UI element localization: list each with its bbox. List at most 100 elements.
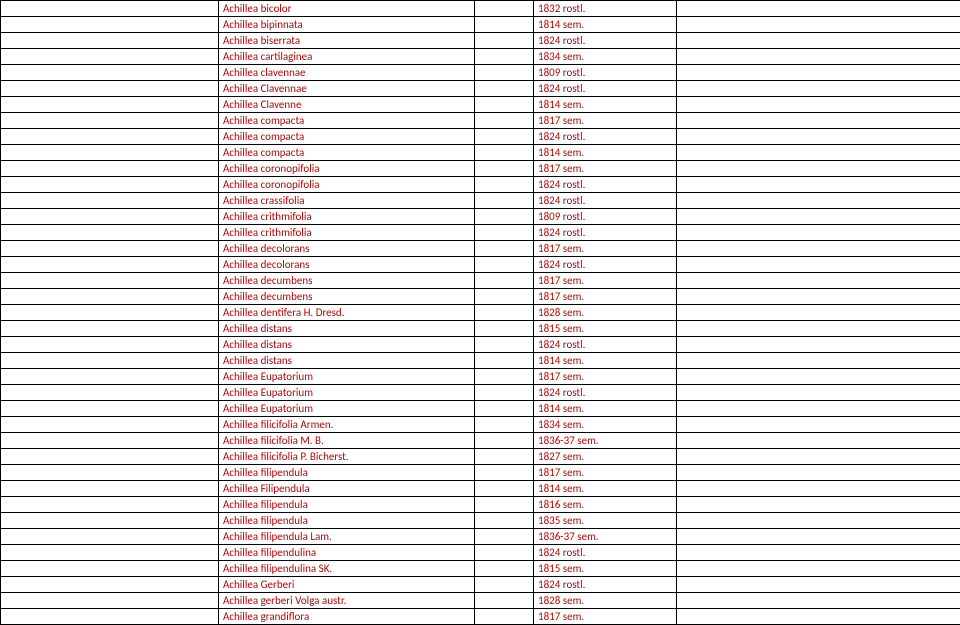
table-cell: 1817 sem. — [534, 465, 677, 481]
table-cell — [1, 353, 219, 369]
table-cell: 1809 rostl. — [534, 209, 677, 225]
table-cell: Achillea dentifera H. Dresd. — [219, 305, 475, 321]
table-cell — [677, 481, 960, 497]
table-cell — [1, 225, 219, 241]
table-row: Achillea filicifolia P. Bicherst.1827 se… — [1, 449, 960, 465]
table-row: Achillea coronopifolia1824 rostl. — [1, 177, 960, 193]
table-cell — [677, 273, 960, 289]
table-row: Achillea grandiflora1817 sem. — [1, 609, 960, 625]
table-cell — [1, 65, 219, 81]
table-cell — [1, 17, 219, 33]
table-cell — [677, 369, 960, 385]
table-cell: 1836-37 sem. — [534, 529, 677, 545]
table-cell — [1, 545, 219, 561]
table-cell: Achillea compacta — [219, 113, 475, 129]
table-cell — [475, 81, 534, 97]
table-row: Achillea filicifolia M. B. 1836-37 sem. — [1, 433, 960, 449]
table-cell — [1, 257, 219, 273]
table-cell: Achillea Eupatorium — [219, 401, 475, 417]
table-cell: 1836-37 sem. — [534, 433, 677, 449]
table-cell — [677, 33, 960, 49]
table-cell: 1832 rostl. — [534, 1, 677, 17]
table-cell: 1824 rostl. — [534, 257, 677, 273]
table-cell — [475, 337, 534, 353]
table-cell: Achillea clavennae — [219, 65, 475, 81]
table-cell — [677, 17, 960, 33]
table-cell — [475, 209, 534, 225]
table-cell — [677, 465, 960, 481]
table-cell: 1828 sem. — [534, 305, 677, 321]
table-cell: Achillea decolorans — [219, 241, 475, 257]
table-cell — [1, 273, 219, 289]
table-cell — [1, 561, 219, 577]
table-cell: 1817 sem. — [534, 241, 677, 257]
table-cell — [677, 81, 960, 97]
table-cell — [475, 241, 534, 257]
table-cell — [475, 481, 534, 497]
table-cell: Achillea Eupatorium — [219, 385, 475, 401]
table-cell: Achillea decolorans — [219, 257, 475, 273]
table-cell: 1824 rostl. — [534, 129, 677, 145]
table-cell: 1834 sem. — [534, 49, 677, 65]
table-cell: Achillea coronopifolia — [219, 161, 475, 177]
table-cell — [677, 561, 960, 577]
table-cell: Achillea bicolor — [219, 1, 475, 17]
table-cell — [475, 593, 534, 609]
table-cell: Achillea biserrata — [219, 33, 475, 49]
table-row: Achillea Gerberi1824 rostl. — [1, 577, 960, 593]
table-cell — [1, 401, 219, 417]
table-cell — [475, 129, 534, 145]
table-cell — [677, 433, 960, 449]
table-row: Achillea compacta1817 sem. — [1, 113, 960, 129]
table-cell: 1814 sem. — [534, 145, 677, 161]
table-cell — [475, 257, 534, 273]
table-cell: 1824 rostl. — [534, 225, 677, 241]
table-cell — [677, 193, 960, 209]
table-cell: 1828 sem. — [534, 593, 677, 609]
table-cell: Achillea bipinnata — [219, 17, 475, 33]
table-cell — [677, 241, 960, 257]
table-cell — [475, 97, 534, 113]
table-cell: 1815 sem. — [534, 321, 677, 337]
table-cell — [1, 1, 219, 17]
table-cell — [677, 129, 960, 145]
table-cell: 1824 rostl. — [534, 577, 677, 593]
table-cell: Achillea distans — [219, 321, 475, 337]
table-cell — [1, 481, 219, 497]
table-cell: Achillea crithmifolia — [219, 225, 475, 241]
table-cell — [677, 145, 960, 161]
table-cell — [475, 545, 534, 561]
table-cell: 1827 sem. — [534, 449, 677, 465]
table-cell: 1824 rostl. — [534, 337, 677, 353]
table-cell — [1, 49, 219, 65]
table-cell: Achillea filicifolia M. B. — [219, 433, 475, 449]
table-cell — [475, 449, 534, 465]
table-cell — [475, 353, 534, 369]
table-row: Achillea Eupatorium1824 rostl. — [1, 385, 960, 401]
table-row: Achillea compacta 1824 rostl. — [1, 129, 960, 145]
table-row: Achillea filipendula1835 sem. — [1, 513, 960, 529]
table-cell — [677, 225, 960, 241]
table-cell — [475, 321, 534, 337]
table-cell — [475, 1, 534, 17]
table-cell — [1, 369, 219, 385]
table-cell — [475, 65, 534, 81]
table-cell — [677, 449, 960, 465]
table-row: Achillea distans1814 sem. — [1, 353, 960, 369]
table-cell — [475, 305, 534, 321]
table-cell — [1, 241, 219, 257]
table-cell: Achillea filipendulina SK. — [219, 561, 475, 577]
table-cell: Achillea filipendula Lam. — [219, 529, 475, 545]
table-cell: Achillea crithmifolia — [219, 209, 475, 225]
table-cell — [475, 369, 534, 385]
table-cell: Achillea compacta — [219, 129, 475, 145]
table-row: Achillea filipendulina SK.1815 sem. — [1, 561, 960, 577]
table-cell — [1, 529, 219, 545]
table-row: Achillea coronopifolia1817 sem. — [1, 161, 960, 177]
table-cell — [1, 449, 219, 465]
table-cell — [677, 65, 960, 81]
table-cell — [677, 593, 960, 609]
table-cell — [475, 273, 534, 289]
table-cell: 1817 sem. — [534, 273, 677, 289]
table-cell — [677, 609, 960, 625]
